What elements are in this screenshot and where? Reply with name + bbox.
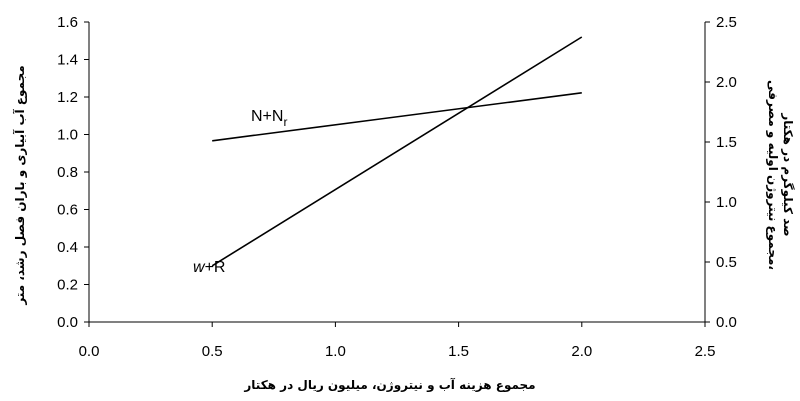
x-tick-label: 2.5 <box>695 343 716 360</box>
y-right-tick-label: 2.5 <box>716 14 737 31</box>
y-left-tick-label: 0.6 <box>57 202 78 219</box>
y-left-tick-label: 1.6 <box>57 14 78 31</box>
series-label-water-rest: +R <box>205 259 226 276</box>
series-label-water-main: w <box>193 259 206 276</box>
x-tick-label: 0.0 <box>79 343 100 360</box>
y-left-tick-label: 1.0 <box>57 127 78 144</box>
series-line-nitrogen <box>212 92 582 142</box>
y-axis-right-title-line2: صد کیلوگرم در هکتار <box>780 112 795 236</box>
y-left-tick-label: 0.4 <box>57 239 78 256</box>
x-tick-label: 2.0 <box>571 343 592 360</box>
y-left-tick-label: 1.4 <box>57 52 78 69</box>
y-left-tick-label: 0.8 <box>57 164 78 181</box>
x-tick-label: 1.5 <box>448 343 469 360</box>
series-label-nitrogen-main: N+N <box>251 108 283 125</box>
y-right-tick-label: 1.5 <box>716 134 737 151</box>
series-label-water: w+R <box>193 259 225 276</box>
y-axis-right-title-line1: مجموع نیتروژن اولیه و مصرفی، <box>765 80 780 270</box>
series-label-nitrogen: N+Nr <box>251 108 287 129</box>
series-label-nitrogen-sub: r <box>283 115 287 129</box>
x-tick-label: 1.0 <box>325 343 346 360</box>
y-axis-right: 0.0 0.5 1.0 1.5 2.0 2.5 <box>704 14 737 331</box>
y-right-tick-label: 1.0 <box>716 194 737 211</box>
y-right-tick-label: 0.5 <box>716 254 737 271</box>
series-layer <box>211 36 583 267</box>
x-axis: 0.0 0.5 1.0 1.5 2.0 2.5 <box>79 321 716 360</box>
x-axis-title: مجموع هزینه آب و نیتروژن، میلیون ریال در… <box>243 377 535 393</box>
series-line-water <box>211 36 583 267</box>
y-left-tick-label: 0.0 <box>57 314 78 331</box>
y-right-tick-label: 2.0 <box>716 74 737 91</box>
y-left-tick-label: 0.2 <box>57 277 78 294</box>
y-axis-left: 0.0 0.2 0.4 0.6 0.8 1.0 1.2 1.4 1.6 <box>57 14 90 331</box>
y-left-tick-label: 1.2 <box>57 89 78 106</box>
y-right-tick-label: 0.0 <box>716 314 737 331</box>
y-axis-left-title: مجموع آب آبیاری و باران فصل رشد، متر <box>12 65 28 305</box>
x-tick-label: 0.5 <box>202 343 223 360</box>
